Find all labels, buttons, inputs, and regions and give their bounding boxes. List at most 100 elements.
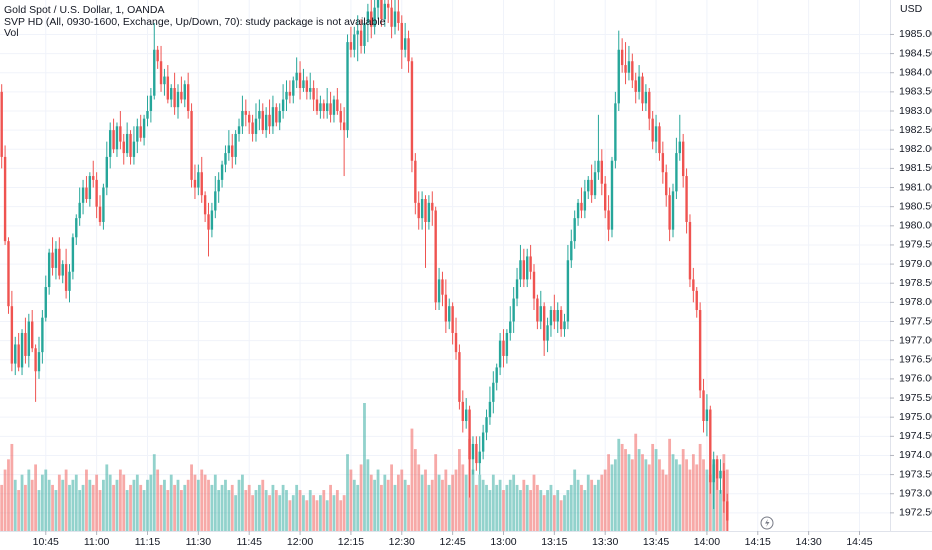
candle-body (315, 99, 319, 111)
y-tick-label: 1972.500 (899, 507, 932, 519)
candle-body (570, 241, 573, 261)
volume-bar (95, 474, 99, 531)
volume-bar (542, 495, 546, 531)
volume-bar (373, 479, 377, 531)
candle-body (461, 401, 464, 422)
x-tick-label: 13:00 (490, 536, 516, 548)
volume-bar (485, 484, 488, 531)
volume-bar (515, 484, 519, 531)
volume-bar (64, 469, 68, 531)
candle-body (312, 88, 315, 100)
volume-bar (325, 500, 329, 531)
volume-bar (491, 474, 495, 531)
candle-body (671, 191, 675, 230)
y-tick-label: 1984.500 (899, 47, 932, 59)
grid (0, 0, 890, 531)
candle-body (193, 179, 197, 188)
y-tick-label: 1973.500 (899, 468, 932, 480)
candle-body (370, 11, 373, 27)
y-tick-label: 1981.000 (899, 181, 932, 193)
candle-body (451, 306, 454, 333)
volume-bar (291, 495, 295, 531)
candle-body (390, 7, 393, 27)
volume-bar (312, 495, 316, 531)
y-tick-label: 1978.500 (899, 277, 932, 289)
x-tick-label: 13:45 (643, 536, 669, 548)
volume-bar (213, 474, 217, 531)
volume-bar (81, 484, 85, 531)
candle-body (176, 91, 180, 108)
candle-body (583, 191, 587, 211)
chart-title: Gold Spot / U.S. Dollar, 1, OANDA (4, 4, 164, 16)
candle-body (197, 172, 200, 188)
volume-bar (363, 403, 366, 531)
candle-body (417, 202, 420, 219)
volume-bar (441, 479, 444, 531)
volume-bar (675, 459, 678, 531)
candle-body (366, 11, 370, 23)
candle-body (254, 118, 258, 134)
replay-icon[interactable] (760, 516, 774, 530)
volume-bar (349, 469, 353, 531)
volume-bar (285, 490, 288, 531)
volume-bar (573, 469, 577, 531)
volume-bar (525, 484, 529, 531)
candle-body (17, 344, 20, 368)
volume-bar (685, 459, 688, 531)
axes: 1972.500 1973.000 1973.500 1974.000 1974.500… (33, 28, 932, 548)
candle-body (580, 202, 583, 211)
candle-body (336, 99, 339, 111)
candle-body (153, 49, 156, 96)
candle-body (539, 306, 542, 322)
candle-body (34, 348, 37, 372)
candle-body (509, 321, 512, 333)
candle-body (322, 103, 325, 111)
volume-bar (200, 469, 204, 531)
candle-body (281, 99, 285, 111)
volume-bar (464, 474, 468, 531)
volume-bar (342, 495, 346, 531)
candle-body (190, 110, 193, 180)
x-tick-label: 14:15 (745, 536, 771, 548)
candle-body (85, 187, 88, 200)
volume-bar (61, 479, 65, 531)
y-tick-label: 1977.500 (899, 315, 932, 327)
candle-body (634, 80, 637, 92)
volume-bar (586, 474, 590, 531)
y-tick-label: 1976.000 (899, 373, 932, 385)
candle-body (41, 317, 44, 353)
volume-bar (227, 490, 231, 531)
currency-label: USD (900, 3, 923, 15)
volume-bar (400, 469, 404, 531)
volume-bar (454, 469, 458, 531)
candle-body (139, 126, 142, 138)
candle-body (722, 470, 726, 502)
volume-bar (505, 484, 509, 531)
candle-body (163, 76, 166, 85)
volume-bar (142, 490, 146, 531)
volume-bar (451, 474, 455, 531)
candle-body (210, 210, 214, 230)
candle-body (248, 114, 251, 123)
volume-bar (627, 454, 631, 531)
y-tick-label: 1981.500 (899, 162, 932, 174)
volume-bar (71, 479, 75, 531)
volume-bar (403, 479, 407, 531)
candle-body (170, 88, 173, 100)
candle-body (380, 0, 383, 20)
candle-body (410, 61, 414, 161)
candle-body (112, 130, 115, 150)
candle-body (515, 279, 519, 299)
candle-body (275, 107, 278, 123)
candle-body (458, 352, 461, 402)
volume-bar (44, 469, 48, 531)
volume-bar (13, 479, 17, 531)
volume-bar (146, 479, 149, 531)
volume-bar (159, 484, 163, 531)
volume-bar (237, 479, 241, 531)
candle-body (102, 187, 105, 222)
volume-bar (522, 479, 526, 531)
candle-body (271, 107, 275, 127)
volume-bar (257, 484, 261, 531)
candle-body (115, 126, 119, 150)
